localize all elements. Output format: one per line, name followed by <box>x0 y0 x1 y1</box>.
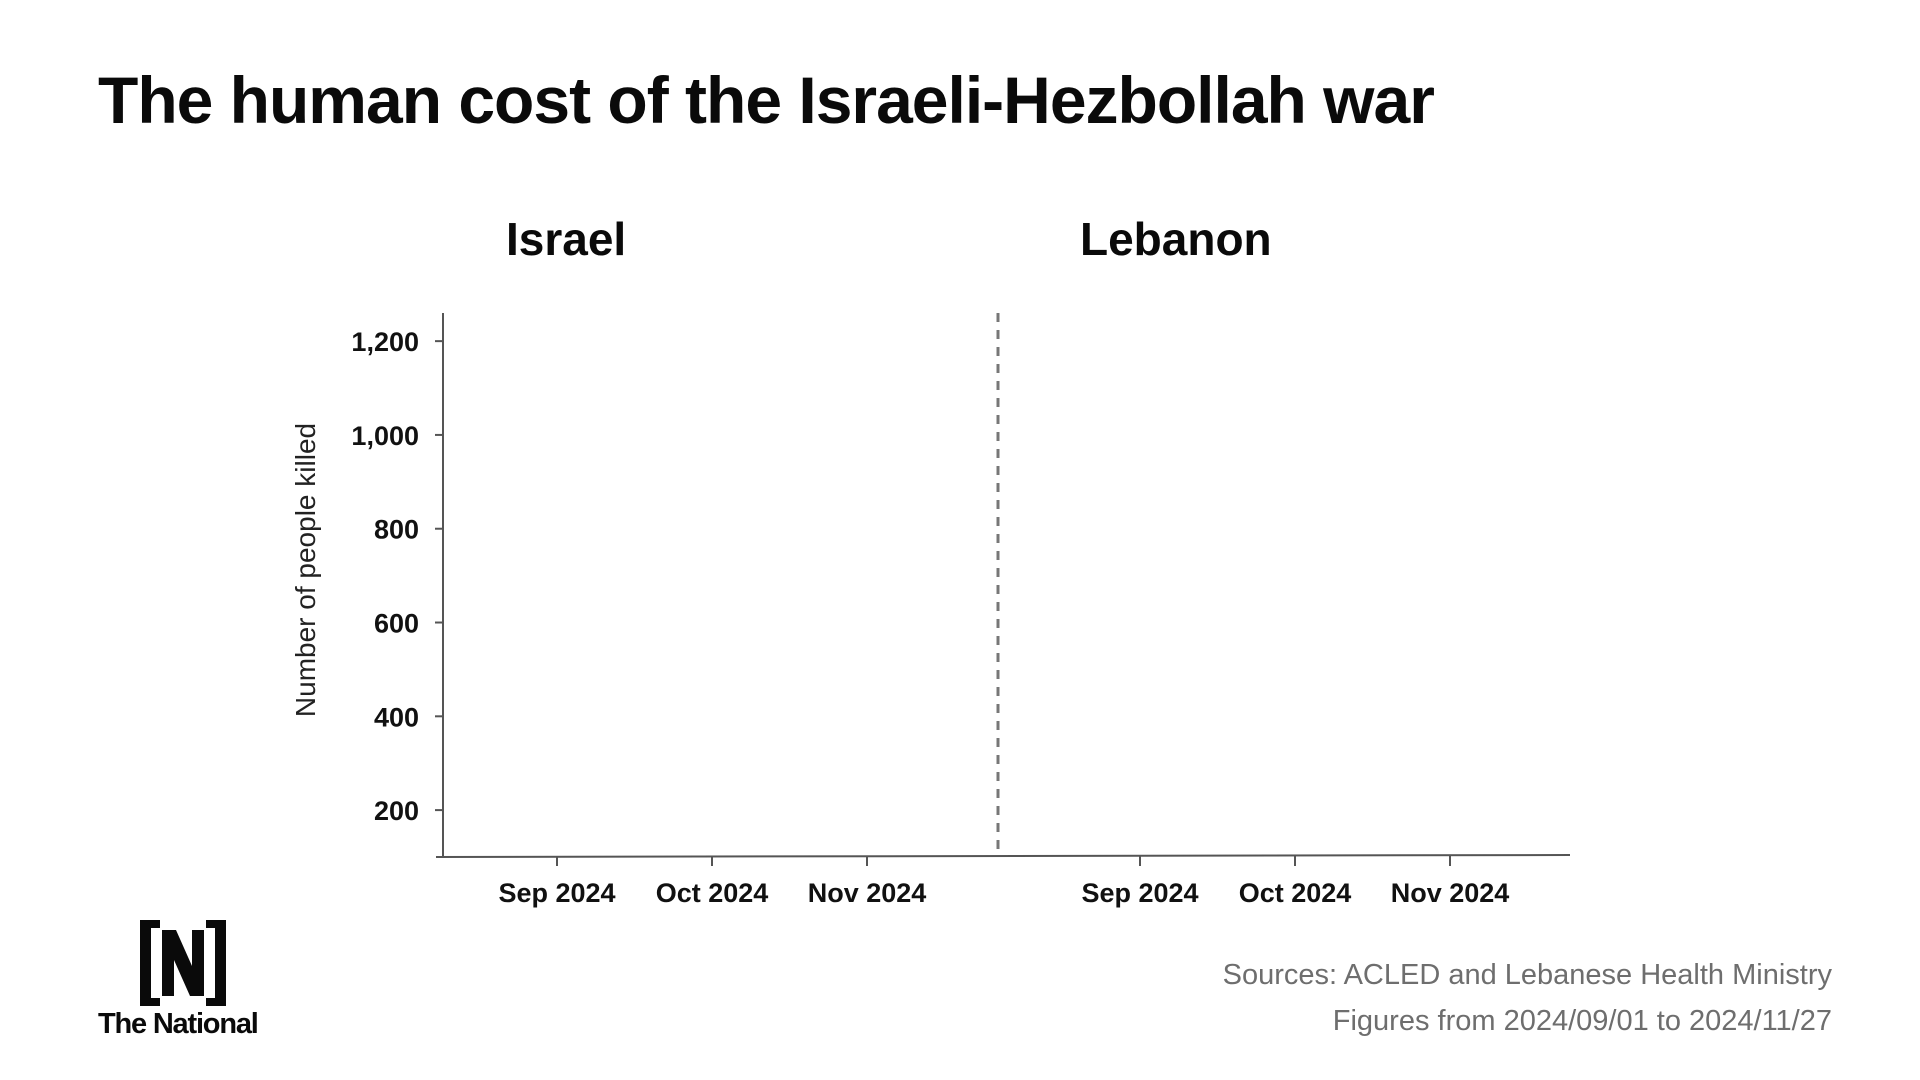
y-tick-label: 200 <box>374 796 419 826</box>
x-tick-label: Oct 2024 <box>656 878 769 908</box>
sources-line: Sources: ACLED and Lebanese Health Minis… <box>1222 959 1832 991</box>
the-national-logo-icon <box>140 920 226 1006</box>
y-tick-label: 800 <box>374 515 419 545</box>
x-tick-label: Nov 2024 <box>1391 878 1510 908</box>
source-notes: Sources: ACLED and Lebanese Health Minis… <box>1223 952 1832 1044</box>
logo-wordmark: The National <box>98 1008 259 1040</box>
brand-logo: The National <box>98 920 268 1040</box>
date-range-line: Figures from 2024/09/01 to 2024/11/27 <box>1332 1005 1832 1037</box>
y-tick-label: 1,000 <box>351 421 419 451</box>
panel-title-israel: Israel <box>506 213 627 265</box>
x-axis-line <box>435 854 1571 858</box>
x-tick-label: Sep 2024 <box>1081 878 1198 908</box>
x-tick-label: Oct 2024 <box>1239 878 1352 908</box>
x-tick-label: Sep 2024 <box>498 878 615 908</box>
y-tick-label: 1,200 <box>351 327 419 357</box>
y-tick-label: 400 <box>374 702 419 732</box>
x-tick-label: Nov 2024 <box>808 878 927 908</box>
chart-title: The human cost of the Israeli-Hezbollah … <box>98 63 1435 137</box>
y-axis-title: Number of people killed <box>290 423 321 717</box>
panel-title-lebanon: Lebanon <box>1080 213 1272 265</box>
y-tick-label: 600 <box>374 609 419 639</box>
